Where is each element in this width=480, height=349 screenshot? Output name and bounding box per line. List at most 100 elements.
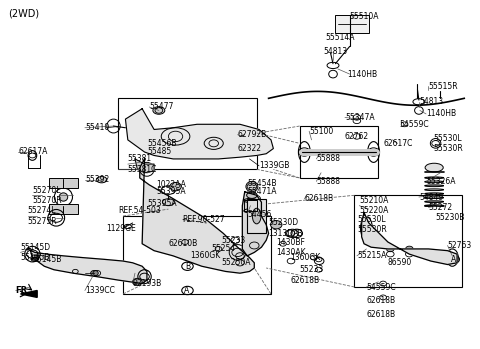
Ellipse shape xyxy=(425,193,444,195)
Text: 1140HB: 1140HB xyxy=(426,109,456,118)
Text: 55477: 55477 xyxy=(149,103,174,111)
Circle shape xyxy=(271,221,282,229)
Text: 55381
55381C: 55381 55381C xyxy=(128,154,157,174)
Text: 62618B: 62618B xyxy=(290,276,319,284)
Text: 55270L
55270R: 55270L 55270R xyxy=(33,186,62,205)
Text: B: B xyxy=(296,229,302,238)
Text: 55485: 55485 xyxy=(147,148,171,156)
Text: 54849: 54849 xyxy=(419,193,443,201)
Ellipse shape xyxy=(425,205,444,207)
Ellipse shape xyxy=(425,163,443,172)
Ellipse shape xyxy=(252,208,261,224)
Polygon shape xyxy=(140,159,254,273)
Text: 55888: 55888 xyxy=(316,154,340,163)
Text: 62617A: 62617A xyxy=(18,148,48,156)
Text: 55530L
55530R: 55530L 55530R xyxy=(433,134,463,153)
Bar xyxy=(336,15,369,32)
Ellipse shape xyxy=(425,189,444,191)
Bar xyxy=(247,199,266,233)
Ellipse shape xyxy=(247,192,257,198)
Ellipse shape xyxy=(59,193,68,201)
Text: 55888: 55888 xyxy=(316,177,340,186)
Text: 55326A: 55326A xyxy=(426,177,456,186)
Text: 1339GB: 1339GB xyxy=(259,161,289,170)
Ellipse shape xyxy=(244,198,257,202)
Ellipse shape xyxy=(96,177,107,183)
Circle shape xyxy=(91,270,98,276)
Text: 62617C: 62617C xyxy=(383,139,412,148)
Text: 55233: 55233 xyxy=(221,236,245,245)
Text: 62618B: 62618B xyxy=(366,310,396,319)
Polygon shape xyxy=(242,192,269,256)
Bar xyxy=(49,178,78,188)
Text: 54559C: 54559C xyxy=(400,120,430,129)
Text: 55347A: 55347A xyxy=(345,113,374,122)
Polygon shape xyxy=(361,213,457,265)
Text: 1360GK: 1360GK xyxy=(290,253,320,262)
Text: 55456B: 55456B xyxy=(147,139,177,148)
Ellipse shape xyxy=(425,177,444,179)
Bar xyxy=(355,195,462,287)
Ellipse shape xyxy=(162,199,174,206)
Circle shape xyxy=(386,246,394,252)
Text: 55274L
55275R: 55274L 55275R xyxy=(28,206,57,226)
Ellipse shape xyxy=(425,197,444,199)
Text: 62762: 62762 xyxy=(345,132,369,141)
Bar xyxy=(123,216,271,294)
Polygon shape xyxy=(244,200,257,211)
Text: REF.90-527: REF.90-527 xyxy=(183,215,225,224)
Text: 55230B: 55230B xyxy=(435,213,465,222)
Text: 55515R: 55515R xyxy=(429,82,458,91)
Text: REF.54-503: REF.54-503 xyxy=(118,206,161,215)
Text: 55145B: 55145B xyxy=(33,255,62,264)
Text: 55510A: 55510A xyxy=(350,13,379,22)
Text: 55210A
55220A: 55210A 55220A xyxy=(359,196,389,215)
Text: 52763: 52763 xyxy=(447,241,472,250)
Bar xyxy=(49,204,78,214)
Text: 62322: 62322 xyxy=(238,144,262,153)
Bar xyxy=(118,98,257,169)
Text: 55392: 55392 xyxy=(85,175,109,184)
Text: 55233: 55233 xyxy=(300,265,324,274)
Text: 54456: 54456 xyxy=(247,210,272,219)
Text: 62792B: 62792B xyxy=(238,130,267,139)
Text: A: A xyxy=(451,255,456,264)
Text: 55250A: 55250A xyxy=(221,258,251,267)
Text: B: B xyxy=(185,262,190,271)
Ellipse shape xyxy=(153,107,165,114)
Text: 55215A: 55215A xyxy=(357,251,386,260)
Ellipse shape xyxy=(425,185,444,187)
Polygon shape xyxy=(28,249,147,283)
Text: 1339CC: 1339CC xyxy=(85,286,115,295)
Text: 1430BF
1430AK: 1430BF 1430AK xyxy=(276,238,305,257)
Text: 55454B: 55454B xyxy=(247,179,276,188)
Text: 62610B: 62610B xyxy=(168,239,198,248)
Text: 62618B: 62618B xyxy=(366,296,396,305)
Text: 92193B: 92193B xyxy=(132,279,162,288)
Text: 55100: 55100 xyxy=(309,127,334,136)
Text: 55471A: 55471A xyxy=(247,187,276,196)
Text: 55272: 55272 xyxy=(429,203,453,212)
Text: A: A xyxy=(184,286,190,295)
Text: 1129GE: 1129GE xyxy=(107,224,136,233)
Text: 55530L
55530R: 55530L 55530R xyxy=(357,215,386,235)
Text: 55145D
55145B: 55145D 55145B xyxy=(21,243,50,262)
Polygon shape xyxy=(21,290,37,297)
Ellipse shape xyxy=(425,201,444,202)
Text: 62618B: 62618B xyxy=(304,194,334,203)
Text: 54559C: 54559C xyxy=(366,283,396,291)
Circle shape xyxy=(132,279,142,285)
Ellipse shape xyxy=(246,181,258,192)
Circle shape xyxy=(170,183,181,191)
Circle shape xyxy=(406,246,413,252)
Text: 86590: 86590 xyxy=(388,258,412,267)
Text: 55230D
1313DA: 55230D 1313DA xyxy=(269,218,299,238)
Text: 1140HB: 1140HB xyxy=(348,69,377,79)
Text: 55254: 55254 xyxy=(211,244,236,253)
Text: 54813: 54813 xyxy=(324,47,348,56)
Text: 1360GK: 1360GK xyxy=(190,251,220,260)
Text: 55395A: 55395A xyxy=(156,187,186,196)
Text: 55395A: 55395A xyxy=(147,199,177,208)
Ellipse shape xyxy=(425,181,444,183)
Text: 55514A: 55514A xyxy=(326,33,355,42)
